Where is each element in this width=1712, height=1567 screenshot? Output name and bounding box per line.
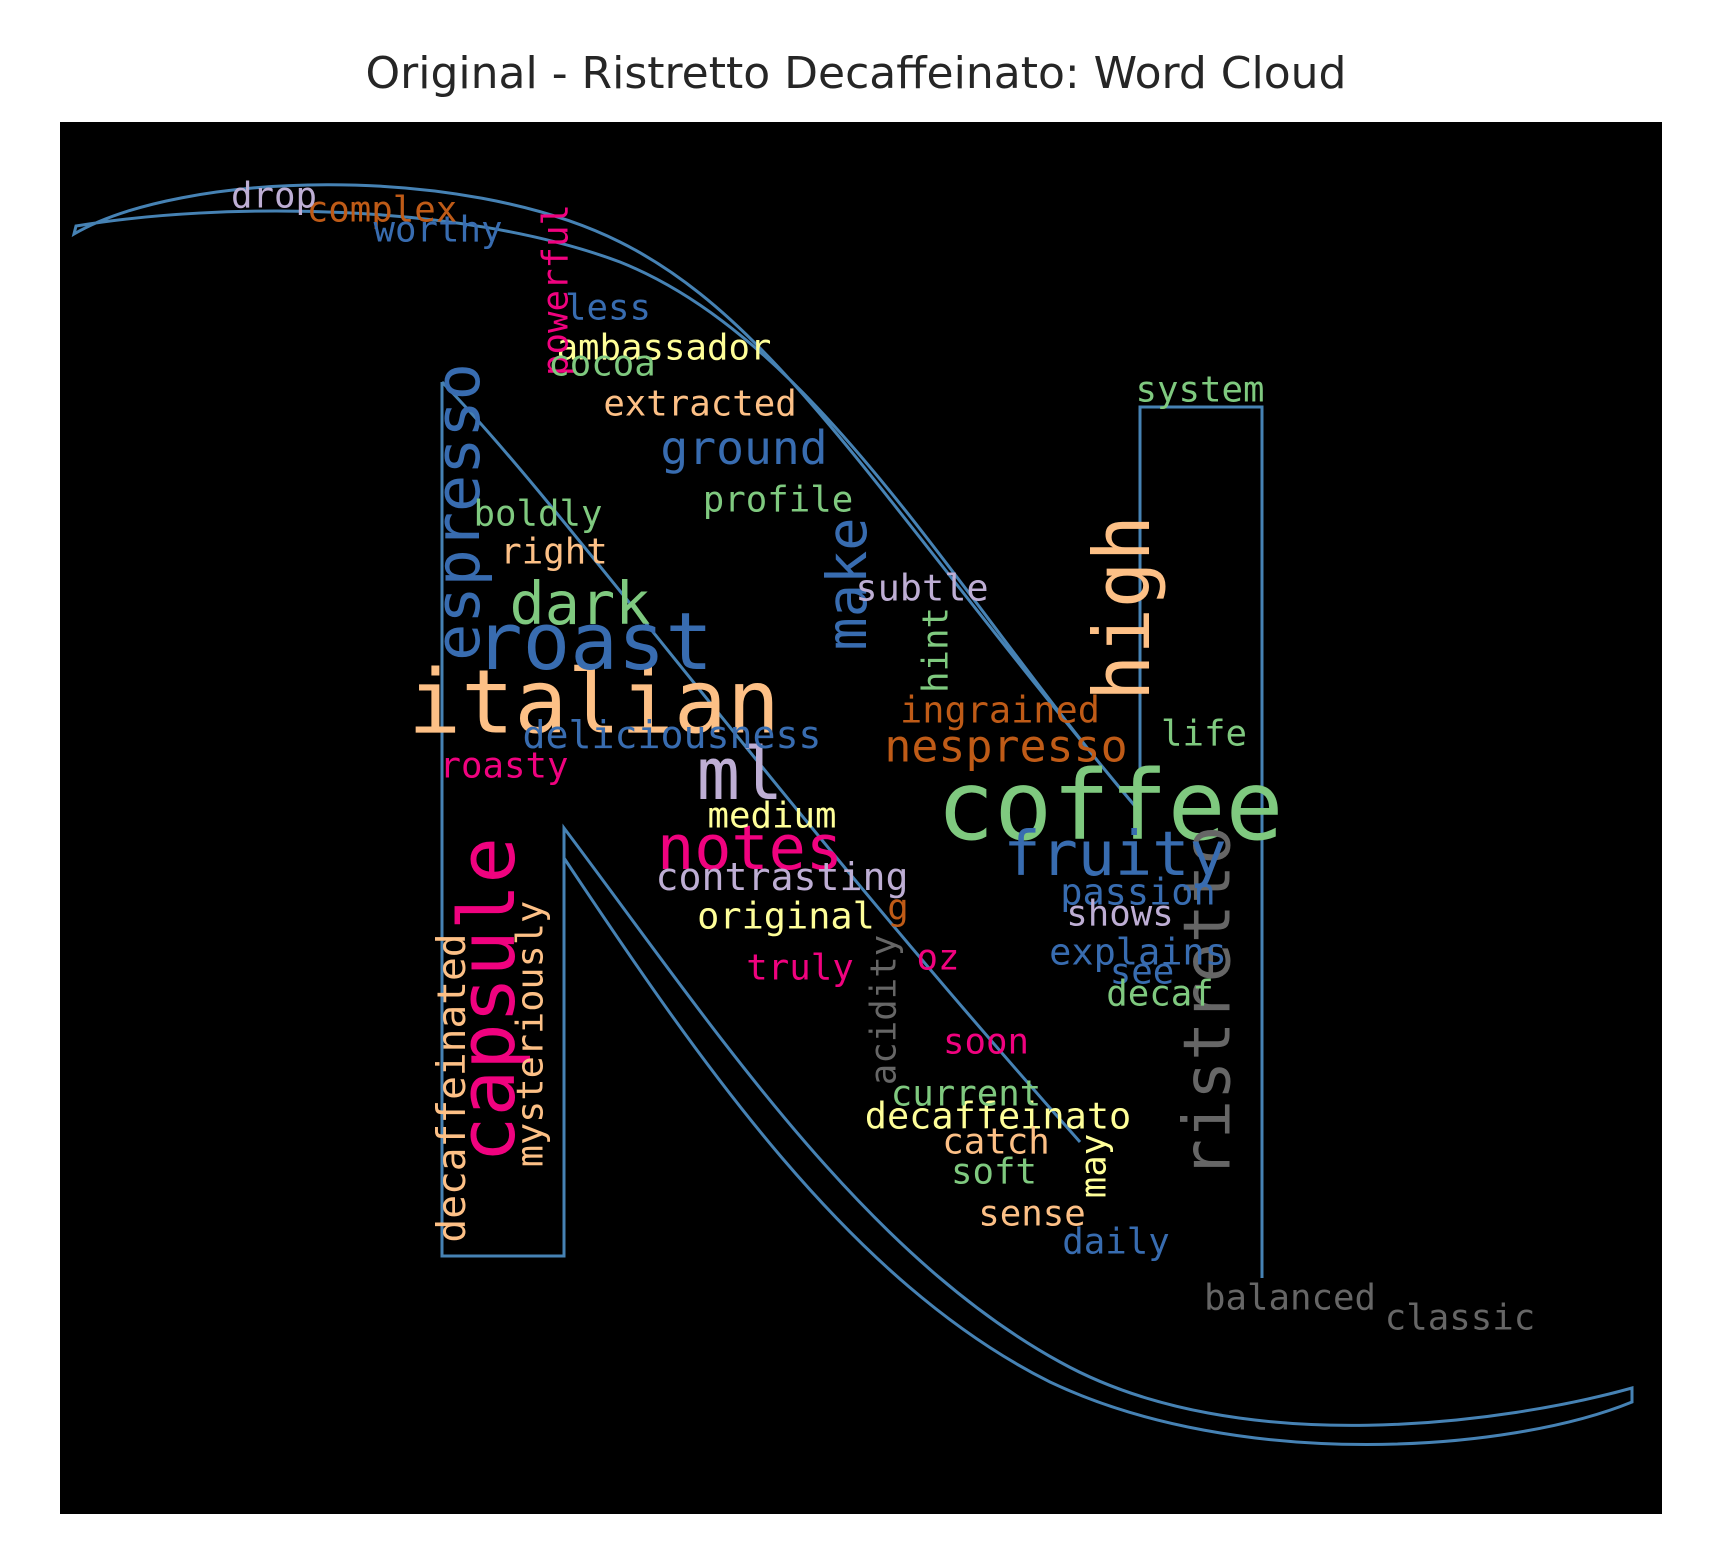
word-roast: roast xyxy=(475,596,713,688)
word-subtle: subtle xyxy=(855,567,988,610)
word-daily: daily xyxy=(1062,1222,1169,1263)
word-may: may xyxy=(1074,1134,1115,1198)
word-italian: italian xyxy=(408,651,780,754)
word-make: make xyxy=(816,517,880,650)
word-drop: drop xyxy=(231,176,317,217)
right-bar-outline xyxy=(1138,405,1264,1278)
word-system: system xyxy=(1136,370,1265,411)
word-ristretto: ristretto xyxy=(1171,826,1246,1179)
word-decaffeinated: decaffeinated xyxy=(429,933,475,1242)
word-coffee: coffee xyxy=(937,750,1284,862)
word-profile: profile xyxy=(703,480,853,521)
word-right: right xyxy=(500,532,607,573)
word-explains: explains xyxy=(1049,931,1227,974)
word-decaffeinato: decaffeinato xyxy=(865,1095,1132,1138)
word-sense: sense xyxy=(978,1194,1085,1235)
word-ml: ml xyxy=(697,732,784,816)
word-original: original xyxy=(697,895,875,938)
word-extracted: extracted xyxy=(603,384,796,425)
diagonal-band-outline xyxy=(440,380,1082,1143)
word-boldly: boldly xyxy=(474,494,603,535)
word-oz: oz xyxy=(917,938,960,979)
word-notes: notes xyxy=(657,812,843,884)
word-high: high xyxy=(1078,515,1168,701)
word-cocoa: cocoa xyxy=(548,344,655,385)
word-g: g xyxy=(887,888,909,929)
word-medium: medium xyxy=(708,796,837,837)
word-ingrained: ingrained xyxy=(900,689,1100,732)
word-dark: dark xyxy=(510,570,651,638)
word-mysteriously: mysteriously xyxy=(509,901,552,1168)
word-powerful: powerful xyxy=(536,204,577,376)
n-logo-outline xyxy=(71,183,1634,1446)
word-deliciousness: deliciousness xyxy=(523,714,822,758)
word-less: less xyxy=(565,288,651,329)
word-soon: soon xyxy=(943,1022,1029,1063)
word-classic: classic xyxy=(1385,1298,1535,1339)
word-acidity: acidity xyxy=(864,935,905,1085)
word-hint: hint xyxy=(916,607,957,693)
word-cloud-canvas: coffee italian roast high capsule ml ristretto… xyxy=(60,122,1662,1514)
word-ambassador: ambassador xyxy=(557,328,772,369)
word-balanced: balanced xyxy=(1204,1278,1376,1319)
word-nespresso: nespresso xyxy=(884,720,1127,773)
word-ground: ground xyxy=(660,421,827,475)
chart-title: Original - Ristretto Decaffeinato: Word … xyxy=(365,48,1347,99)
word-life: life xyxy=(1161,714,1247,755)
word-fruity: fruity xyxy=(1003,818,1226,890)
word-complex: complex xyxy=(307,190,457,231)
word-shows: shows xyxy=(1066,894,1173,935)
left-bar-outline xyxy=(440,382,566,1258)
word-worthy: worthy xyxy=(374,210,503,251)
word-decaf: decaf xyxy=(1106,974,1213,1015)
word-passion: passion xyxy=(1060,871,1215,914)
word-soft: soft xyxy=(951,1152,1037,1193)
word-espresso: espresso xyxy=(422,363,494,661)
bottom-swoosh-outline xyxy=(562,823,1634,1446)
word-contrasting: contrasting xyxy=(656,856,909,900)
word-current: current xyxy=(891,1074,1041,1115)
word-catch: catch xyxy=(942,1122,1049,1163)
word-capsule: capsule xyxy=(443,837,533,1163)
word-see: see xyxy=(1110,952,1174,993)
word-roasty: roasty xyxy=(440,746,569,787)
word-truly: truly xyxy=(746,948,853,989)
